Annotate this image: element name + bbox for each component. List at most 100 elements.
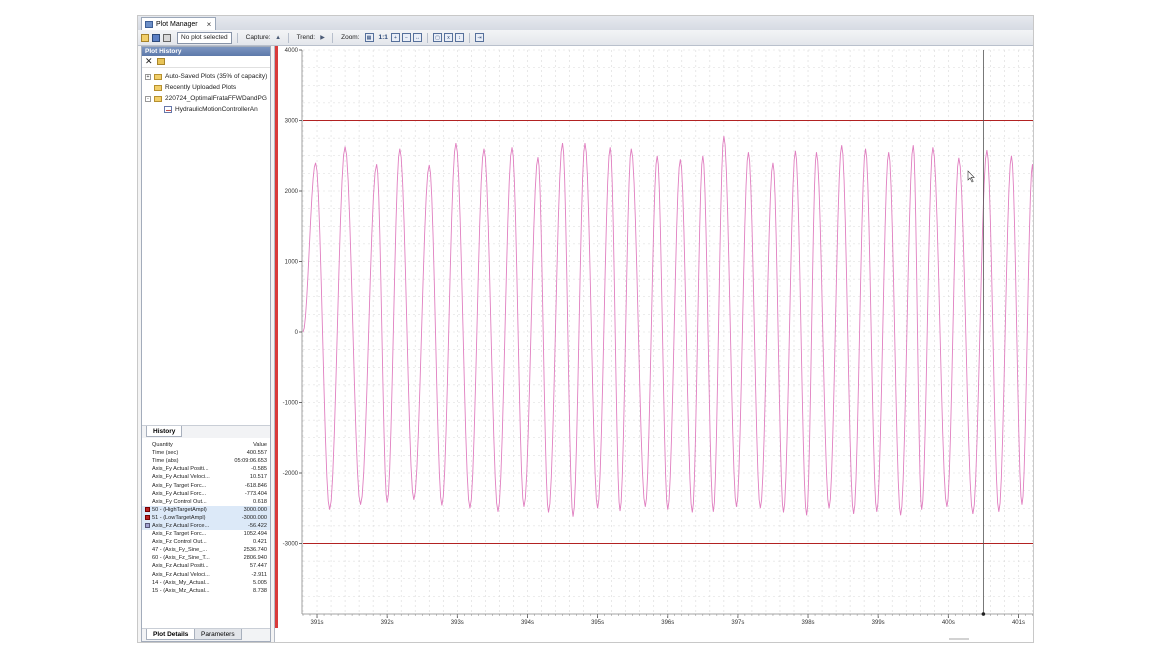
plot-history-header: Plot History [142,47,270,56]
details-rows: Time (sec) 400.557 Time (abs) 05:09:06.653 A… [142,449,270,595]
tab-plot-details[interactable]: Plot Details [146,629,196,640]
details-row[interactable]: Time (sec) 400.557 [142,449,270,457]
plot-details-table: Quantity Value Time (sec) 400.557 Time (ab… [142,441,270,627]
toolbar-separator [236,32,238,43]
plot-select[interactable]: No plot selected [177,31,232,44]
details-row[interactable]: 50 - (HighTargetAmpl) 3000.000 [142,505,270,514]
quantity-name: Axis_Fz Actual Force... [152,522,210,529]
force-chart[interactable]: 4000 3000 2000 1000 0 -1000 -2000 -3000 391s 392s… [275,46,1034,642]
signal-line [302,135,1033,517]
history-tools: ✕ [142,56,270,68]
tree-item[interactable]: - 220724_OptimalFrataFFWDandPG [142,93,270,104]
series-color-swatch[interactable] [145,514,150,520]
details-row[interactable]: Axis_Fz Actual Positi... 57.447 [142,562,270,570]
quantity-value: 10.517 [249,474,267,481]
tree-item[interactable]: + Auto-Saved Plots (35% of capacity) [142,71,270,82]
y-tick-label: 3000 [285,119,299,125]
plot-history-tree: + Auto-Saved Plots (35% of capacity) Recen… [142,68,270,115]
toolbar-separator [332,32,334,43]
close-icon[interactable]: × [206,19,212,29]
details-row[interactable]: Axis_Fy Actual Veloci... 10.517 [142,473,270,481]
details-row[interactable]: 14 - (Axis_My_Actual... 5.005 [142,579,270,587]
quantity-value: 0.421 [253,539,267,546]
mouse-pointer-icon [967,170,975,183]
quantity-value: 400.557 [246,450,267,457]
save-icon[interactable] [152,33,160,42]
details-row[interactable]: Axis_Fy Actual Forc... -773.404 [142,490,270,498]
folder-icon [154,95,162,102]
details-row[interactable]: Axis_Fy Target Forc... -618.846 [142,481,270,489]
quantity-value: 2536.740 [243,547,267,554]
quantity-value: 8.738 [253,587,267,594]
details-row[interactable]: Axis_Fz Target Forc... 1052.494 [142,530,270,538]
x-tick-label: 400s [942,620,955,626]
quantity-name: Axis_Fy Actual Positi... [152,466,209,473]
y-tick-label: -1000 [283,401,299,407]
open-icon[interactable] [141,33,149,42]
details-row[interactable]: Axis_Fz Control Out... 0.421 [142,538,270,546]
plot-area[interactable]: 4000 3000 2000 1000 0 -1000 -2000 -3000 391s 392s… [274,46,1034,642]
details-row[interactable]: 60 - (Axis_Fz_Sine_T... 2806.940 [142,554,270,562]
quantity-name: 50 - (HighTargetAmpl) [152,506,207,513]
details-row[interactable]: Axis_Fy Control Out... 0.618 [142,498,270,506]
zoom-x-icon[interactable]: x [443,33,453,42]
zoom-box-icon[interactable]: ▢ [432,33,442,42]
quantity-header: Quantity [152,442,173,449]
toolbar-separator [426,32,428,43]
expand-icon[interactable]: + [145,73,151,80]
y-tick-label: -3000 [283,542,299,548]
quantity-name: Axis_Fy Actual Forc... [152,490,207,497]
plot-manager-icon [145,20,153,28]
details-row[interactable]: Axis_Fz Actual Force... -56.422 [142,521,270,531]
quantity-name: Axis_Fz Actual Positi... [152,563,209,570]
collapse-icon[interactable]: - [145,95,151,102]
quantity-value: -618.846 [244,482,267,489]
details-row[interactable]: Time (abs) 05:09:06.653 [142,457,270,465]
zoom-vertical-icon[interactable]: ↕ [454,33,464,42]
quantity-value: -0.585 [251,466,267,473]
y-tick-label: -2000 [283,471,299,477]
series-color-swatch[interactable] [145,506,150,512]
capture-arrow-icon[interactable]: ▲ [275,34,282,41]
folder-icon [154,73,162,80]
quantity-name: 47 - (Axis_Fy_Sine_... [152,547,208,554]
quantity-name: Axis_Fy Actual Veloci... [152,474,210,481]
details-row[interactable]: Axis_Fy Actual Positi... -0.585 [142,465,270,473]
tab-history[interactable]: History [146,426,183,437]
series-color-swatch[interactable] [145,522,150,528]
toolbar: No plot selected Capture: ▲ Trend: ▶ Zoo… [138,30,1033,46]
details-row[interactable]: Axis_Fz Actual Veloci... -2.911 [142,571,270,579]
zoom-ratio-button[interactable]: 1:1 [378,34,388,41]
print-icon[interactable] [163,33,171,42]
tab-parameters[interactable]: Parameters [194,629,242,640]
quantity-name: 14 - (Axis_My_Actual... [152,579,210,586]
details-row[interactable]: 15 - (Axis_Mz_Actual... 8.738 [142,587,270,595]
toolbar-separator [287,32,289,43]
plot-icon [164,106,172,113]
details-tab-strip: Plot Details Parameters [142,628,270,641]
x-tick-label: 395s [591,620,604,626]
zoom-horizontal-icon[interactable]: ↔ [412,33,422,42]
quantity-name: Axis_Fz Actual Veloci... [152,571,210,578]
x-tick-label: 392s [381,620,394,626]
document-tab-strip: Plot Manager × [138,16,1033,31]
tab-plot-manager[interactable]: Plot Manager × [141,17,217,30]
details-row[interactable]: 51 - (LowTargetAmpl) -3000.000 [142,513,270,522]
x-tick-label: 401s [1012,620,1025,626]
delete-icon[interactable]: ✕ [145,56,153,66]
zoom-fit-icon[interactable]: ▦ [364,33,374,42]
left-panel: Plot History ✕ + Auto-Saved Plots (35% of… [141,46,271,642]
zoom-out-icon[interactable]: − [401,33,411,42]
tree-item[interactable]: HydraulicMotionControllerAn [142,104,270,115]
tree-item[interactable]: Recently Uploaded Plots [142,82,270,93]
cursor-marker [981,612,986,616]
zoom-in-icon[interactable]: + [390,33,400,42]
trend-play-icon[interactable]: ▶ [320,35,325,41]
export-icon[interactable]: ⇥ [474,33,484,42]
y-tick-label: 4000 [285,48,299,54]
quantity-value: -3000.000 [241,514,267,521]
details-row[interactable]: 47 - (Axis_Fy_Sine_... 2536.740 [142,546,270,554]
quantity-value: 1052.494 [243,531,267,538]
new-folder-icon[interactable] [156,58,165,65]
quantity-name: Time (abs) [152,458,179,465]
